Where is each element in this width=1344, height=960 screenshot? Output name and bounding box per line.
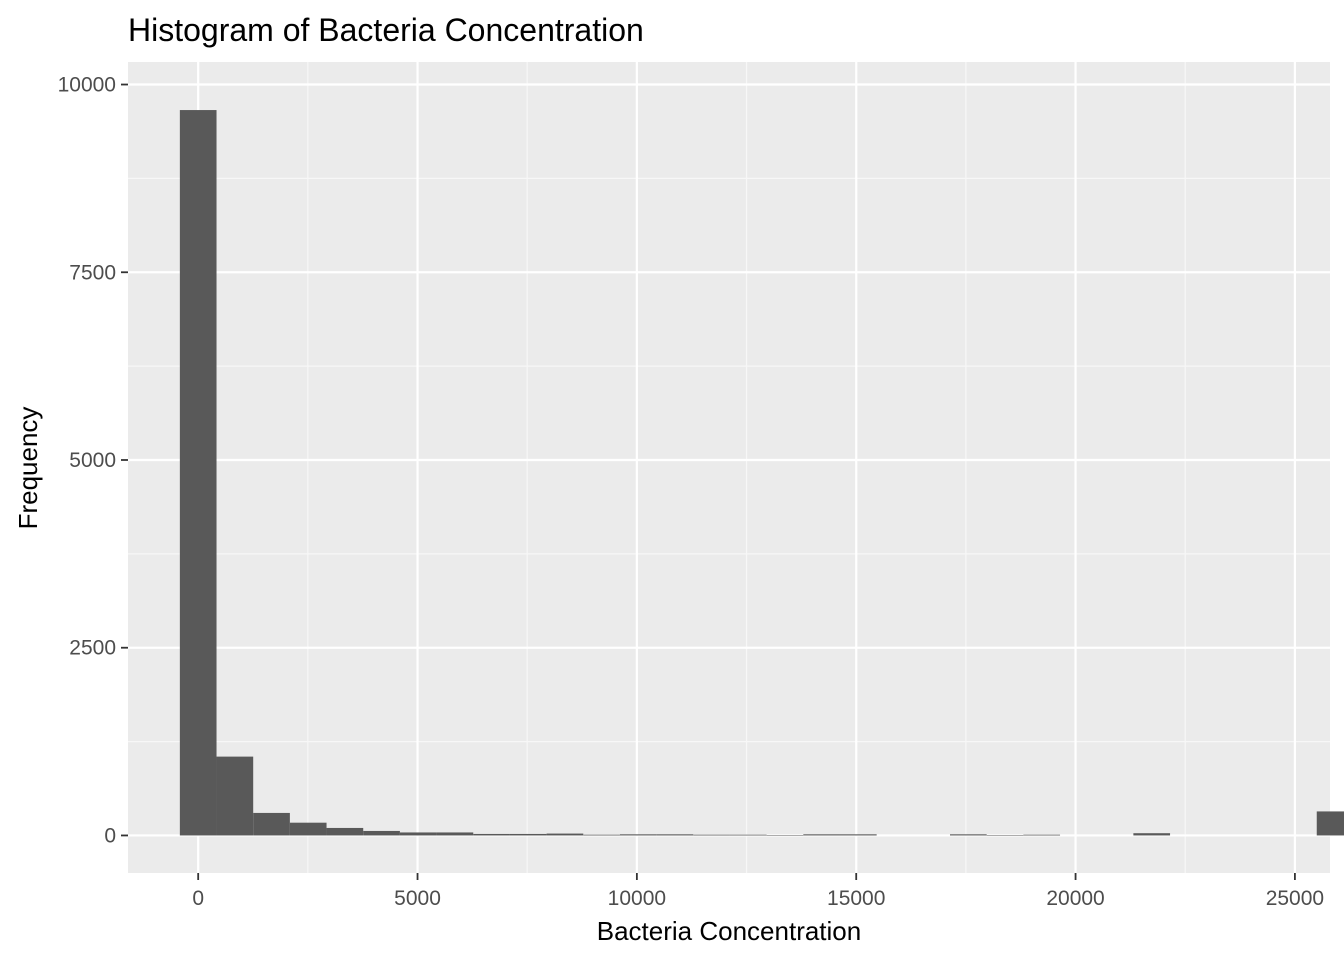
- histogram-bar: [399, 832, 437, 836]
- histogram-bar: [289, 822, 327, 836]
- x-tick-label: 5000: [394, 887, 441, 910]
- histogram-bar: [546, 833, 584, 836]
- histogram-bar: [1023, 834, 1061, 836]
- histogram-bar: [216, 756, 254, 836]
- histogram-bar: [363, 830, 400, 836]
- y-tick-label: 10000: [58, 74, 116, 97]
- histogram-bar: [729, 834, 767, 836]
- histogram-bar: [803, 834, 840, 836]
- histogram-bar: [1316, 811, 1344, 836]
- y-axis: 0 2500 5000 7500 10000: [58, 74, 128, 847]
- x-tick-label: 10000: [608, 887, 666, 910]
- histogram-bar: [766, 835, 804, 836]
- x-axis-title: Bacteria Concentration: [597, 916, 861, 946]
- histogram-bar: [693, 834, 730, 836]
- chart-title: Histogram of Bacteria Concentration: [128, 12, 644, 48]
- histogram-bar: [1133, 833, 1171, 836]
- x-tick-label: 20000: [1046, 887, 1104, 910]
- histogram-bar: [583, 834, 620, 836]
- minor-gridlines: [128, 62, 1330, 873]
- x-tick-label: 25000: [1266, 887, 1324, 910]
- y-tick-label: 0: [104, 824, 116, 847]
- x-tick-label: 15000: [827, 887, 885, 910]
- x-tick-label: 0: [192, 887, 204, 910]
- histogram-bar: [986, 835, 1024, 836]
- plot-panel: [128, 62, 1330, 873]
- y-tick-label: 5000: [69, 449, 116, 472]
- histogram-bar: [326, 827, 364, 836]
- y-axis-title: Frequency: [13, 407, 43, 530]
- y-tick-label: 2500: [69, 637, 116, 660]
- histogram-bar: [839, 834, 877, 836]
- histogram-bar: [509, 833, 547, 836]
- histogram-bar: [619, 834, 657, 836]
- histogram-bar: [950, 834, 987, 836]
- histogram-bar: [179, 110, 217, 836]
- histogram-bar: [473, 833, 510, 836]
- y-tick-label: 7500: [69, 261, 116, 284]
- histogram-bar: [656, 834, 694, 836]
- x-axis: 0 5000 10000 15000 20000 25000: [192, 873, 1324, 910]
- histogram-bar: [436, 832, 474, 836]
- histogram-bars: [179, 110, 1344, 836]
- histogram-bar: [253, 812, 290, 836]
